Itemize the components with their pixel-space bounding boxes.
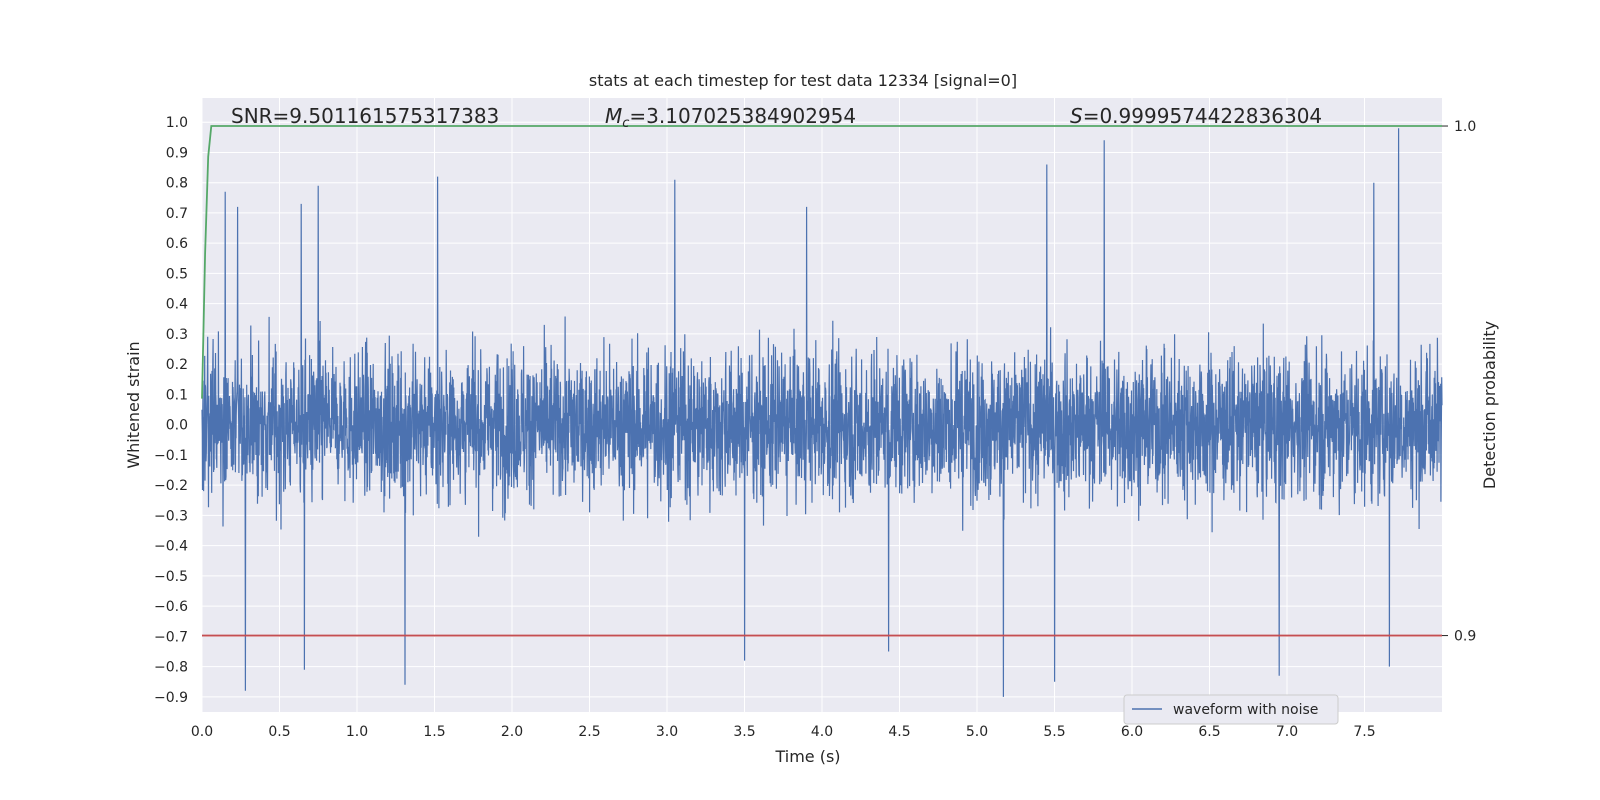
y-right-tick-label: 1.0 xyxy=(1454,119,1476,135)
x-tick-label: 1.0 xyxy=(346,724,368,740)
y-right-tick-label: 0.9 xyxy=(1454,629,1476,645)
y-tick-label: −0.5 xyxy=(154,569,188,585)
snr-annotation: SNR=9.501161575317383 xyxy=(231,104,499,128)
x-tick-label: 7.0 xyxy=(1276,724,1298,740)
y-axis-right-label: Detection probability xyxy=(1480,321,1499,489)
y-tick-label: −0.8 xyxy=(154,660,188,676)
detection-probability-series xyxy=(201,125,1442,399)
x-tick-label: 2.0 xyxy=(501,724,523,740)
x-tick-label: 6.0 xyxy=(1121,724,1143,740)
y-tick-label: −0.3 xyxy=(154,508,188,524)
y-tick-label: 0.1 xyxy=(166,387,188,403)
s-annotation: S=0.9999574422836304 xyxy=(1070,104,1322,128)
legend: waveform with noise xyxy=(1123,694,1339,725)
chart-title: stats at each timestep for test data 123… xyxy=(589,71,1017,90)
legend-box xyxy=(1123,694,1339,725)
waveform-series xyxy=(201,128,1443,697)
legend-label-waveform: waveform with noise xyxy=(1173,702,1318,718)
x-tick-label: 1.5 xyxy=(423,724,445,740)
y-tick-label: −0.1 xyxy=(154,448,188,464)
s-value: =0.9999574422836304 xyxy=(1083,104,1322,128)
y-tick-label: 0.5 xyxy=(166,266,188,282)
x-tick-label: 3.0 xyxy=(656,724,678,740)
chirp-mass-subscript: c xyxy=(622,116,629,131)
y-tick-label: 1.0 xyxy=(166,115,188,131)
x-tick-label: 0.5 xyxy=(268,724,290,740)
x-tick-label: 6.5 xyxy=(1198,724,1220,740)
x-tick-label: 7.5 xyxy=(1353,724,1375,740)
y-tick-label: −0.2 xyxy=(154,478,188,494)
x-tick-label: 5.0 xyxy=(966,724,988,740)
y-axis-label: Whitened strain xyxy=(124,341,143,468)
x-axis-label: Time (s) xyxy=(774,747,840,766)
y-tick-label: 0.8 xyxy=(166,176,188,192)
y-tick-label: −0.4 xyxy=(154,539,188,555)
y-tick-label: −0.6 xyxy=(154,599,188,615)
s-symbol: S xyxy=(1070,104,1083,128)
series-layer xyxy=(201,125,1443,697)
ticks: 0.0 0.5 1.0 1.5 2.0 2.5 3.0 3.5 4.0 4.5 5.0 5.5 6.0 6… xyxy=(154,115,1476,740)
chirp-mass-value: =3.107025384902954 xyxy=(629,104,856,128)
y-tick-label: 0.2 xyxy=(166,357,188,373)
x-tick-label: 4.5 xyxy=(888,724,910,740)
x-tick-label: 4.0 xyxy=(811,724,833,740)
chirp-mass-annotation: Mc=3.107025384902954 xyxy=(605,104,856,131)
x-tick-label: 2.5 xyxy=(578,724,600,740)
y-tick-label: 0.7 xyxy=(166,206,188,222)
y-tick-label: −0.7 xyxy=(154,629,188,645)
y-tick-label: 0.3 xyxy=(166,327,188,343)
y-tick-label: 0.9 xyxy=(166,145,188,161)
x-tick-label: 0.0 xyxy=(191,724,213,740)
x-tick-label: 5.5 xyxy=(1043,724,1065,740)
y-tick-label: −0.9 xyxy=(154,690,188,706)
y-tick-label: 0.0 xyxy=(166,418,188,434)
x-tick-label: 3.5 xyxy=(733,724,755,740)
chirp-mass-symbol: M xyxy=(605,104,622,128)
y-tick-label: 0.6 xyxy=(166,236,188,252)
y-tick-label: 0.4 xyxy=(166,297,188,313)
